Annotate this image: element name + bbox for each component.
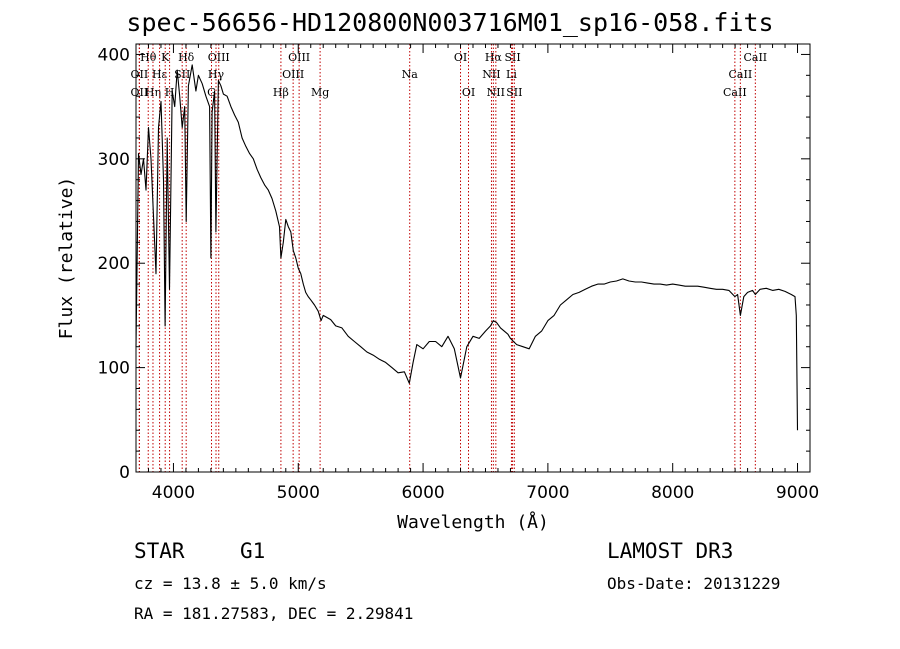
spectral-line-label: OI [462, 86, 475, 99]
y-tick-label: 100 [98, 359, 130, 379]
spectral-line-label: Mg [311, 86, 329, 99]
x-tick-label: 8000 [651, 483, 694, 503]
x-tick-label: 4000 [152, 483, 195, 503]
y-tick-label: 300 [98, 150, 130, 170]
class-label: STAR [134, 539, 185, 563]
x-tick-label: 6000 [401, 483, 444, 503]
x-tick-label: 9000 [776, 483, 819, 503]
spectral-line-label: CaII [723, 86, 747, 99]
spectral-line-label: Hδ [178, 51, 195, 64]
spectral-line-label: NII [487, 86, 505, 99]
spectral-line-label: SII [506, 86, 522, 99]
spectral-line-label: Hγ [208, 68, 225, 81]
x-tick-label: 7000 [526, 483, 569, 503]
flux-series-line [135, 64, 799, 431]
spectral-line-label: Hα [485, 51, 503, 64]
y-axis-label: Flux (relative) [56, 177, 77, 340]
spectral-line-label: OII [131, 68, 149, 81]
obs-date-text: Obs-Date: 20131229 [607, 574, 781, 593]
spectral-line-label: G [207, 86, 216, 99]
x-tick-label: 5000 [277, 483, 320, 503]
survey-label: LAMOST DR3 [607, 539, 734, 563]
spectral-line-label: CaII [743, 51, 767, 64]
spectral-line-label: Na [402, 68, 419, 81]
spectral-line-label: OIII [288, 51, 310, 64]
spectral-line-label: CaII [729, 68, 753, 81]
spectral-line-label: H [165, 86, 175, 99]
x-axis-label: Wavelength (Å) [397, 511, 549, 533]
spectral-line-label: K [161, 51, 170, 64]
plot-frame [135, 43, 811, 473]
spectral-line-label: Hθ [140, 51, 157, 64]
subclass-label: G1 [240, 539, 266, 563]
y-tick-label: 200 [98, 254, 130, 274]
spectral-line-label: Li [506, 68, 517, 81]
y-tick-label: 400 [98, 45, 130, 65]
chart-title: spec-56656-HD120800N003716M01_sp16-058.f… [126, 8, 774, 37]
spectral-line-label: OI [454, 51, 467, 64]
spectral-line-label: NII [482, 68, 500, 81]
spectral-line-label: SII [504, 51, 520, 64]
y-tick-label: 0 [119, 463, 130, 483]
spectral-line-label: Hη [145, 86, 161, 99]
spectral-line-label: OIII [282, 68, 304, 81]
spectral-line-label: OII [131, 86, 149, 99]
coordinates-text: RA = 181.27583, DEC = 2.29841 [134, 604, 414, 623]
spectral-line-label: Hβ [273, 86, 289, 99]
spectral-line-label: OIII [208, 51, 230, 64]
redshift-text: cz = 13.8 ± 5.0 km/s [134, 574, 327, 593]
spectral-line-label: Hε [152, 68, 168, 81]
